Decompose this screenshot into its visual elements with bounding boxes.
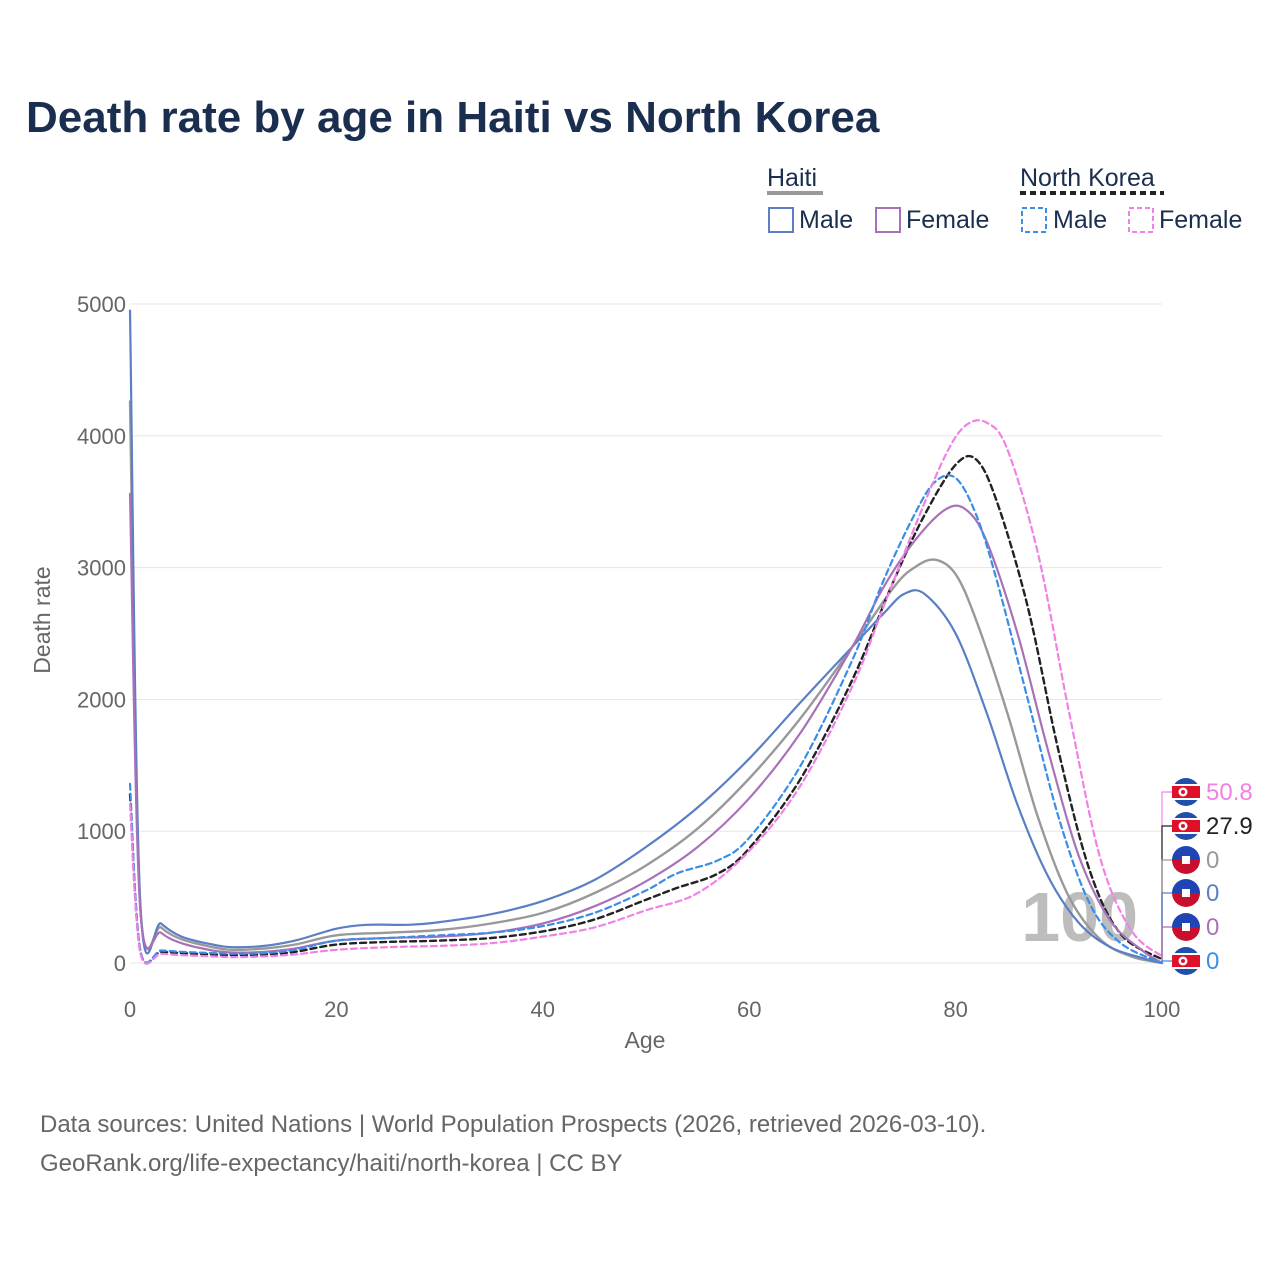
end-label-haiti-female: 0 xyxy=(1206,914,1219,941)
gridlines xyxy=(130,303,1162,964)
y-tick-2000: 2000 xyxy=(77,687,126,712)
x-axis-ticks: 0 20 40 60 80 100 xyxy=(124,997,1180,1022)
north-korea-flag-icon xyxy=(1172,812,1200,840)
end-label-haiti-male: 0 xyxy=(1206,880,1219,907)
series-line-north-korea-male[interactable] xyxy=(128,474,1164,965)
legend-nk-male-box[interactable] xyxy=(1021,207,1047,233)
series-line-north-korea-average[interactable] xyxy=(128,454,1164,964)
legend-haiti-male-box[interactable] xyxy=(768,207,794,233)
end-label-north-korea-female: 50.8 xyxy=(1206,779,1253,806)
flag-emblem xyxy=(1182,856,1190,864)
source-line-2[interactable]: GeoRank.org/life-expectancy/haiti/north-… xyxy=(40,1150,623,1177)
end-connector-2 xyxy=(1161,960,1172,963)
series-lines xyxy=(128,309,1164,965)
legend: Haiti North Korea Male Female Male Femal… xyxy=(767,164,1242,234)
flag-star xyxy=(1181,959,1185,963)
y-tick-3000: 3000 xyxy=(77,556,126,581)
y-axis-ticks: 0 1000 2000 3000 4000 5000 xyxy=(77,292,126,976)
haiti-flag-icon xyxy=(1172,846,1200,874)
legend-nk-male-label[interactable]: Male xyxy=(1053,206,1107,234)
end-connector-3 xyxy=(1161,791,1172,957)
series-line-haiti-average[interactable] xyxy=(128,400,1164,965)
end-connector-0 xyxy=(1161,892,1172,963)
x-tick-20: 20 xyxy=(324,997,348,1022)
end-label-haiti-average: 0 xyxy=(1206,847,1219,874)
flag-blue-half xyxy=(1172,846,1200,860)
chart-title: Death rate by age in Haiti vs North Kore… xyxy=(26,93,880,142)
y-tick-1000: 1000 xyxy=(77,819,126,844)
legend-haiti-male-label[interactable]: Male xyxy=(799,206,853,234)
end-connector-1 xyxy=(1161,926,1172,963)
x-tick-0: 0 xyxy=(124,997,136,1022)
haiti-flag-icon xyxy=(1172,913,1200,941)
series-line-haiti-female[interactable] xyxy=(128,492,1164,965)
y-axis-label: Death rate xyxy=(29,566,55,673)
legend-haiti-female-box[interactable] xyxy=(875,207,901,233)
y-tick-5000: 5000 xyxy=(77,292,126,317)
x-tick-40: 40 xyxy=(531,997,555,1022)
end-labels: 50.8 27.9 0 0 0 0 xyxy=(1161,778,1253,975)
flag-red-half xyxy=(1172,927,1200,941)
legend-nk-female-label[interactable]: Female xyxy=(1159,206,1242,234)
flag-red-half xyxy=(1172,893,1200,907)
y-tick-0: 0 xyxy=(114,951,126,976)
x-tick-100: 100 xyxy=(1144,997,1181,1022)
legend-group-north-korea: North Korea xyxy=(1020,164,1155,192)
x-tick-60: 60 xyxy=(737,997,761,1022)
flag-star xyxy=(1181,790,1185,794)
y-tick-4000: 4000 xyxy=(77,424,126,449)
legend-haiti-female-label[interactable]: Female xyxy=(906,206,989,234)
end-connector-4 xyxy=(1161,859,1172,963)
flag-blue-half xyxy=(1172,879,1200,893)
flag-emblem xyxy=(1182,889,1190,897)
flag-emblem xyxy=(1182,923,1190,931)
flag-blue-half xyxy=(1172,913,1200,927)
legend-group-haiti: Haiti xyxy=(767,164,817,192)
end-label-north-korea-average: 27.9 xyxy=(1206,813,1253,840)
x-tick-80: 80 xyxy=(943,997,967,1022)
source-line-1: Data sources: United Nations | World Pop… xyxy=(40,1111,986,1138)
end-label-north-korea-male: 0 xyxy=(1206,948,1219,975)
north-korea-flag-icon xyxy=(1172,778,1200,806)
north-korea-flag-icon xyxy=(1172,947,1200,975)
x-axis-label: Age xyxy=(625,1027,666,1053)
series-line-haiti-male[interactable] xyxy=(128,309,1164,965)
haiti-flag-icon xyxy=(1172,879,1200,907)
legend-nk-female-box[interactable] xyxy=(1128,207,1154,233)
series-line-north-korea-female[interactable] xyxy=(128,419,1164,965)
flag-red-half xyxy=(1172,860,1200,874)
flag-star xyxy=(1181,824,1185,828)
